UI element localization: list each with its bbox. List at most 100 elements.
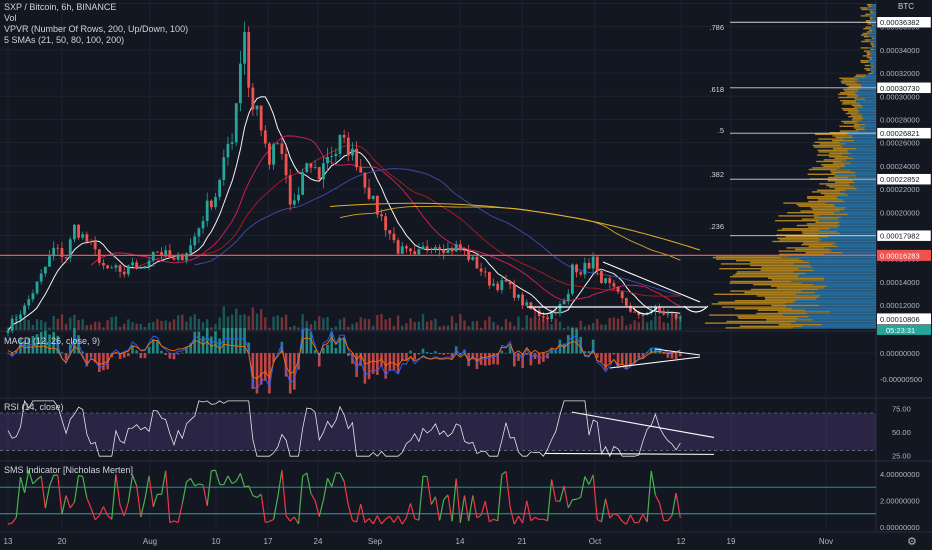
sms-line-segment <box>389 515 395 523</box>
vp-row-up <box>837 245 876 247</box>
sms-line-segment <box>501 470 507 475</box>
sms-line-segment <box>123 501 129 517</box>
candle-body <box>583 262 587 275</box>
vp-row-down <box>860 61 869 63</box>
macd-histogram-bar <box>517 353 520 361</box>
candle-body <box>209 200 213 208</box>
vp-row-up <box>872 16 876 19</box>
sms-line-segment <box>385 515 391 520</box>
macd-histogram-bar <box>625 353 628 370</box>
sms-tick-label: 0.00000000 <box>880 523 920 532</box>
vp-row-up <box>838 218 876 220</box>
vp-row-down <box>828 176 848 179</box>
indicator-vol[interactable]: Vol <box>4 13 17 23</box>
candle-body <box>280 143 284 154</box>
macd-histogram-bar <box>446 353 450 355</box>
macd-histogram-bar <box>31 335 35 354</box>
candle-body <box>48 256 51 267</box>
vp-row-down <box>829 186 855 188</box>
vp-row-up <box>868 47 876 49</box>
vp-row-up <box>862 104 876 107</box>
macd-histogram-bar <box>596 353 599 358</box>
vp-row-up <box>842 199 876 201</box>
volume-bar <box>77 320 80 330</box>
candle-body <box>521 294 524 306</box>
vp-row-down <box>719 268 799 270</box>
macd-histogram-bar <box>430 353 433 354</box>
vp-row-up <box>869 28 876 30</box>
vp-row-up <box>839 210 876 212</box>
sms-line-segment <box>24 470 30 494</box>
volume-bar <box>608 317 611 330</box>
vp-row-down <box>823 165 846 167</box>
indicator-smas[interactable]: 5 SMAs (21, 50, 80, 100, 200) <box>4 35 125 45</box>
volume-bar <box>529 317 533 330</box>
sms-line-segment <box>214 470 221 485</box>
volume-bar <box>396 315 400 330</box>
volume-bar <box>239 314 242 330</box>
volume-bar <box>533 315 537 330</box>
sms-line-segment <box>360 503 366 523</box>
vp-row-up <box>867 7 876 9</box>
macd-label[interactable]: MACD (12, 26, close, 9) <box>4 336 101 346</box>
price-tick-label: 0.00014000 <box>880 278 920 287</box>
candle-body <box>56 247 60 249</box>
vp-row-down <box>865 13 870 15</box>
macd-histogram-bar <box>98 353 101 373</box>
sms-line-segment <box>459 495 466 523</box>
volume-bar <box>546 316 549 330</box>
macd-histogram-bar <box>338 337 342 354</box>
candle-body <box>234 103 238 143</box>
volume-bar <box>181 314 184 330</box>
candle-body <box>566 293 570 302</box>
candle-body <box>587 262 591 269</box>
volume-bar <box>654 315 657 330</box>
candle-body <box>156 251 159 253</box>
vp-row-up <box>819 229 876 231</box>
rsi-label[interactable]: RSI (14, close) <box>4 402 64 412</box>
vp-row-down <box>715 258 799 260</box>
candle-body <box>263 130 267 144</box>
vp-row-down <box>704 322 792 324</box>
vp-row-up <box>872 72 876 75</box>
candle-body <box>496 283 500 291</box>
macd-histogram-bar <box>521 353 524 368</box>
vp-row-up <box>869 40 876 43</box>
volume-bar <box>114 316 118 330</box>
volume-bar <box>600 324 603 330</box>
sms-line-segment <box>136 485 142 518</box>
volume-bar <box>674 317 678 330</box>
sms-line-segment <box>526 500 532 521</box>
vp-row-up <box>796 293 876 295</box>
sms-label[interactable]: SMS Indicator [Nicholas Merten] <box>4 465 134 475</box>
vp-row-up <box>852 136 876 139</box>
candle-body <box>147 260 151 266</box>
volume-bar <box>625 325 628 330</box>
macd-signal-line <box>7 336 681 380</box>
price-tick-label: 0.00022000 <box>880 185 920 194</box>
vp-row-down <box>776 234 819 236</box>
vp-row-up <box>850 184 876 187</box>
candle-body <box>342 134 346 138</box>
vp-row-up <box>837 197 876 199</box>
indicator-vpvr[interactable]: VPVR (Number Of Rows, 200, Up/Down, 100) <box>4 24 189 34</box>
macd-histogram-bar <box>147 346 151 354</box>
volume-bar <box>81 319 84 330</box>
volume-bar <box>131 322 134 330</box>
vp-row-up <box>873 42 876 44</box>
volume-bar <box>89 324 93 330</box>
macd-histogram-bar <box>496 353 499 365</box>
vp-row-up <box>797 317 876 319</box>
macd-histogram-bar <box>533 353 537 360</box>
vp-row-down <box>869 16 873 19</box>
sms-line-segment <box>534 516 540 520</box>
sms-tick-label: 2.00000000 <box>880 496 920 505</box>
volume-bar <box>558 321 562 330</box>
volume-bar <box>488 316 491 330</box>
vp-row-down <box>829 152 851 155</box>
sms-line-segment <box>476 514 482 519</box>
vp-row-up <box>839 141 876 143</box>
volume-bar <box>463 320 466 330</box>
vp-row-down <box>820 164 845 166</box>
